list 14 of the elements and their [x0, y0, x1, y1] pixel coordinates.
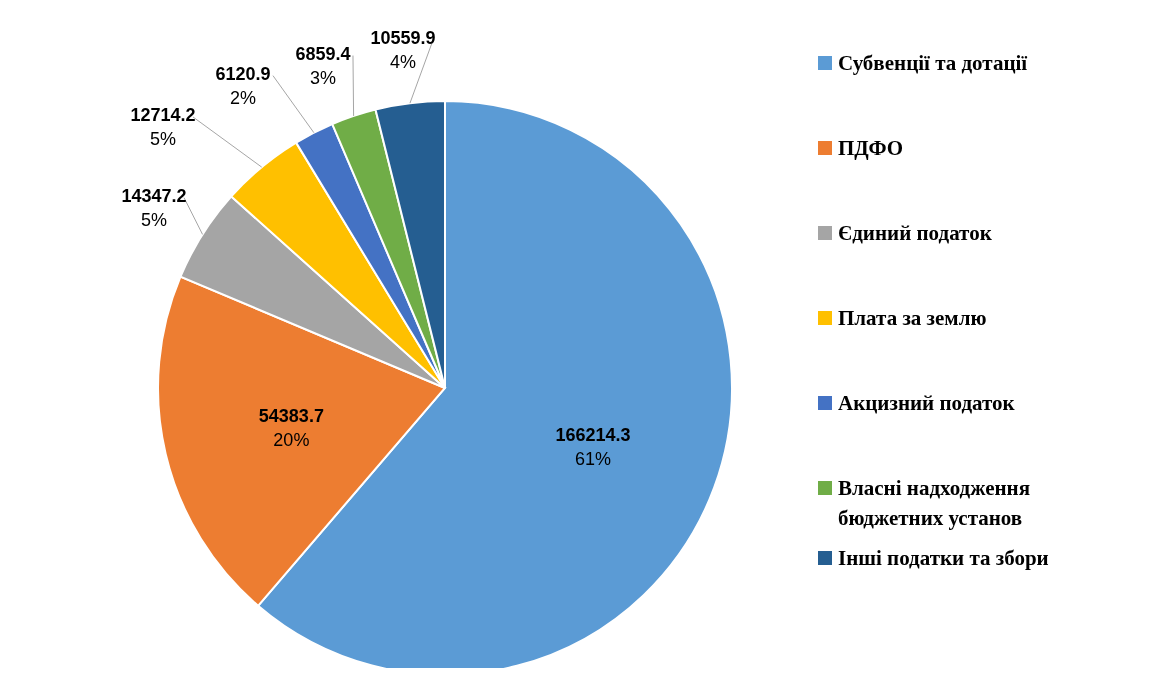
- data-label: 6120.9 2%: [215, 63, 271, 108]
- data-label: 54383.7 20%: [258, 406, 324, 451]
- legend-label: Власні надходження бюджетних установ: [838, 476, 1031, 530]
- data-label: 12714.2 5%: [130, 104, 196, 149]
- legend-label: Інші податки та збори: [838, 546, 1049, 570]
- data-label: 166214.3 61%: [555, 424, 631, 469]
- legend-label: ПДФО: [838, 136, 904, 160]
- legend-label: Єдиний податок: [838, 221, 993, 245]
- legend-label: Субвенції та дотації: [838, 51, 1028, 75]
- data-label: 10559.9 4%: [370, 28, 436, 73]
- legend-label: Акцизний податок: [838, 391, 1016, 415]
- data-label: 6859.4 3%: [295, 43, 351, 88]
- legend-label: Плата за землю: [838, 306, 987, 330]
- data-label: 14347.2 5%: [121, 185, 187, 230]
